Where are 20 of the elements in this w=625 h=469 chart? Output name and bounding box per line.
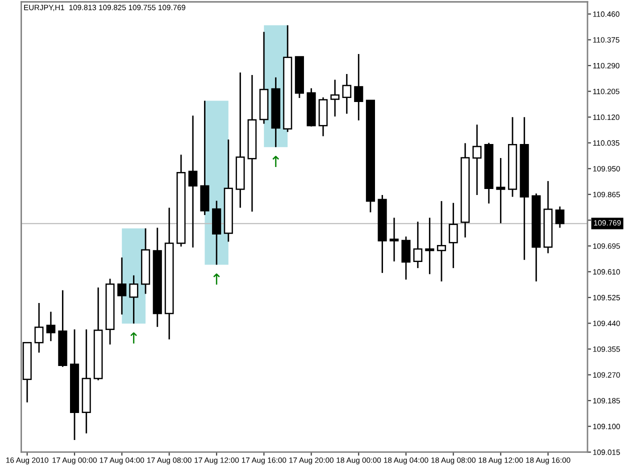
candlestick [46, 311, 56, 342]
candlestick [330, 79, 340, 118]
candlestick [342, 73, 352, 114]
candlestick [117, 256, 126, 316]
candlestick [496, 157, 506, 224]
candlestick [425, 217, 434, 275]
candlestick [401, 236, 411, 280]
candlestick [129, 274, 138, 324]
candlestick [436, 200, 446, 282]
candlestick [413, 220, 422, 269]
candlestick [188, 114, 198, 248]
candlestick [448, 202, 458, 269]
candlestick [555, 206, 564, 228]
annotation: ↑ [213, 273, 220, 285]
candlestick [472, 124, 482, 196]
annotation: ↑ [130, 332, 137, 344]
candlestick [34, 302, 44, 354]
candlestick [354, 53, 364, 122]
candlestick [390, 217, 399, 262]
annotation: ↑ [272, 156, 280, 168]
